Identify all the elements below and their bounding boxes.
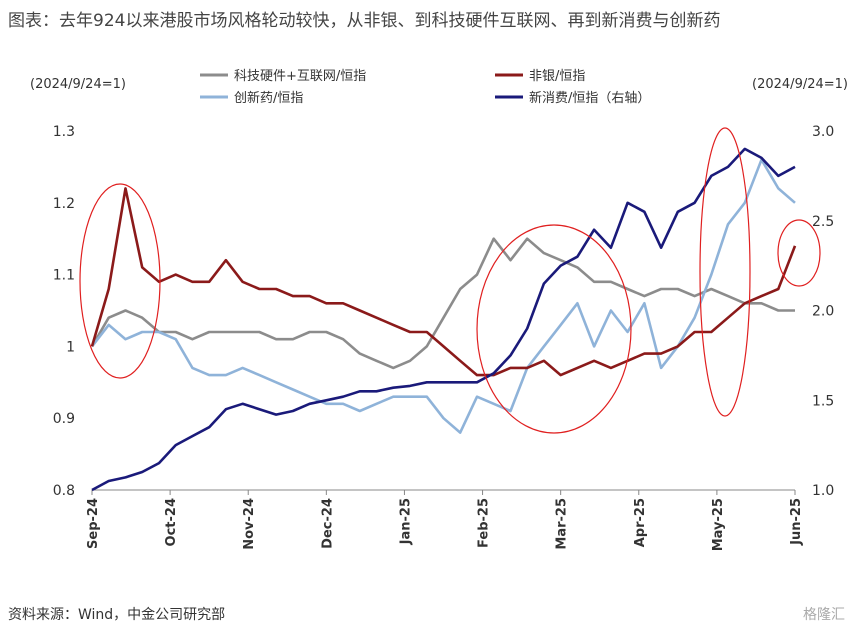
x-tick-label: Mar-25 <box>555 498 570 550</box>
left-tick-label: 0.9 <box>53 411 75 427</box>
x-tick-label: Oct-24 <box>164 498 179 546</box>
legend-label: 创新药/恒指 <box>234 90 303 106</box>
series-line-3 <box>91 147 796 492</box>
x-tick-label: Nov-24 <box>242 498 257 550</box>
source-note: 资料来源：Wind，中金公司研究部 <box>8 607 226 623</box>
right-tick-label: 2.0 <box>812 304 834 320</box>
highlight-ellipse-latest <box>777 219 821 287</box>
x-tick-label: May-25 <box>711 498 726 551</box>
series-line-2 <box>90 158 796 434</box>
right-tick-label: 1.5 <box>812 393 834 409</box>
watermark-logo: 格隆汇 <box>803 607 845 623</box>
legend-label: 新消费/恒指（右轴） <box>529 90 650 106</box>
x-tick-label: Dec-24 <box>320 498 335 549</box>
series-line-1 <box>90 187 797 377</box>
left-axis-unit: (2024/9/24=1) <box>30 77 126 92</box>
x-tick-label: Sep-24 <box>86 498 101 549</box>
highlight-ellipse-tech <box>476 224 632 434</box>
x-tick-label: Jan-25 <box>398 498 413 545</box>
chart-title: 图表：去年924以来港股市场风格轮动较快，从非银、到科技硬件互联网、再到新消费与… <box>8 11 721 31</box>
chart-area: (2024/9/24=1) (2024/9/24=1) 科技硬件+互联网/恒指创… <box>30 69 848 551</box>
highlight-ellipses <box>79 127 821 434</box>
x-tick-label: Jun-25 <box>789 498 804 546</box>
x-axis: Sep-24 Oct-24 Nov-24 Dec-24 Jan-25 Feb-25 Mar-… <box>86 489 804 551</box>
legend-label: 科技硬件+互联网/恒指 <box>234 69 366 84</box>
right-tick-label: 1.0 <box>812 483 834 499</box>
x-tick-label: Feb-25 <box>477 498 492 548</box>
right-y-axis: 1.0 1.5 2.0 2.5 3.0 <box>812 124 834 499</box>
left-tick-label: 1.1 <box>53 268 75 284</box>
x-tick-label: Apr-25 <box>633 498 648 547</box>
series-line-0 <box>90 237 795 370</box>
left-unit-label: (2024/9/24=1) <box>30 77 126 92</box>
plot-lines <box>90 147 797 492</box>
left-tick-label: 1 <box>66 339 75 355</box>
right-tick-label: 3.0 <box>812 124 834 140</box>
right-unit-label: (2024/9/24=1) <box>752 77 848 92</box>
legend-label: 非银/恒指 <box>529 69 585 84</box>
right-axis-unit: (2024/9/24=1) <box>752 77 848 92</box>
left-y-axis: 0.8 0.9 1 1.1 1.2 1.3 <box>53 124 75 499</box>
highlight-ellipse-nonbank <box>79 183 161 379</box>
left-tick-label: 1.3 <box>53 124 75 140</box>
right-tick-label: 2.5 <box>812 214 834 230</box>
highlight-ellipse-consumer <box>699 127 751 417</box>
left-tick-label: 1.2 <box>53 196 75 212</box>
left-tick-label: 0.8 <box>53 483 75 499</box>
